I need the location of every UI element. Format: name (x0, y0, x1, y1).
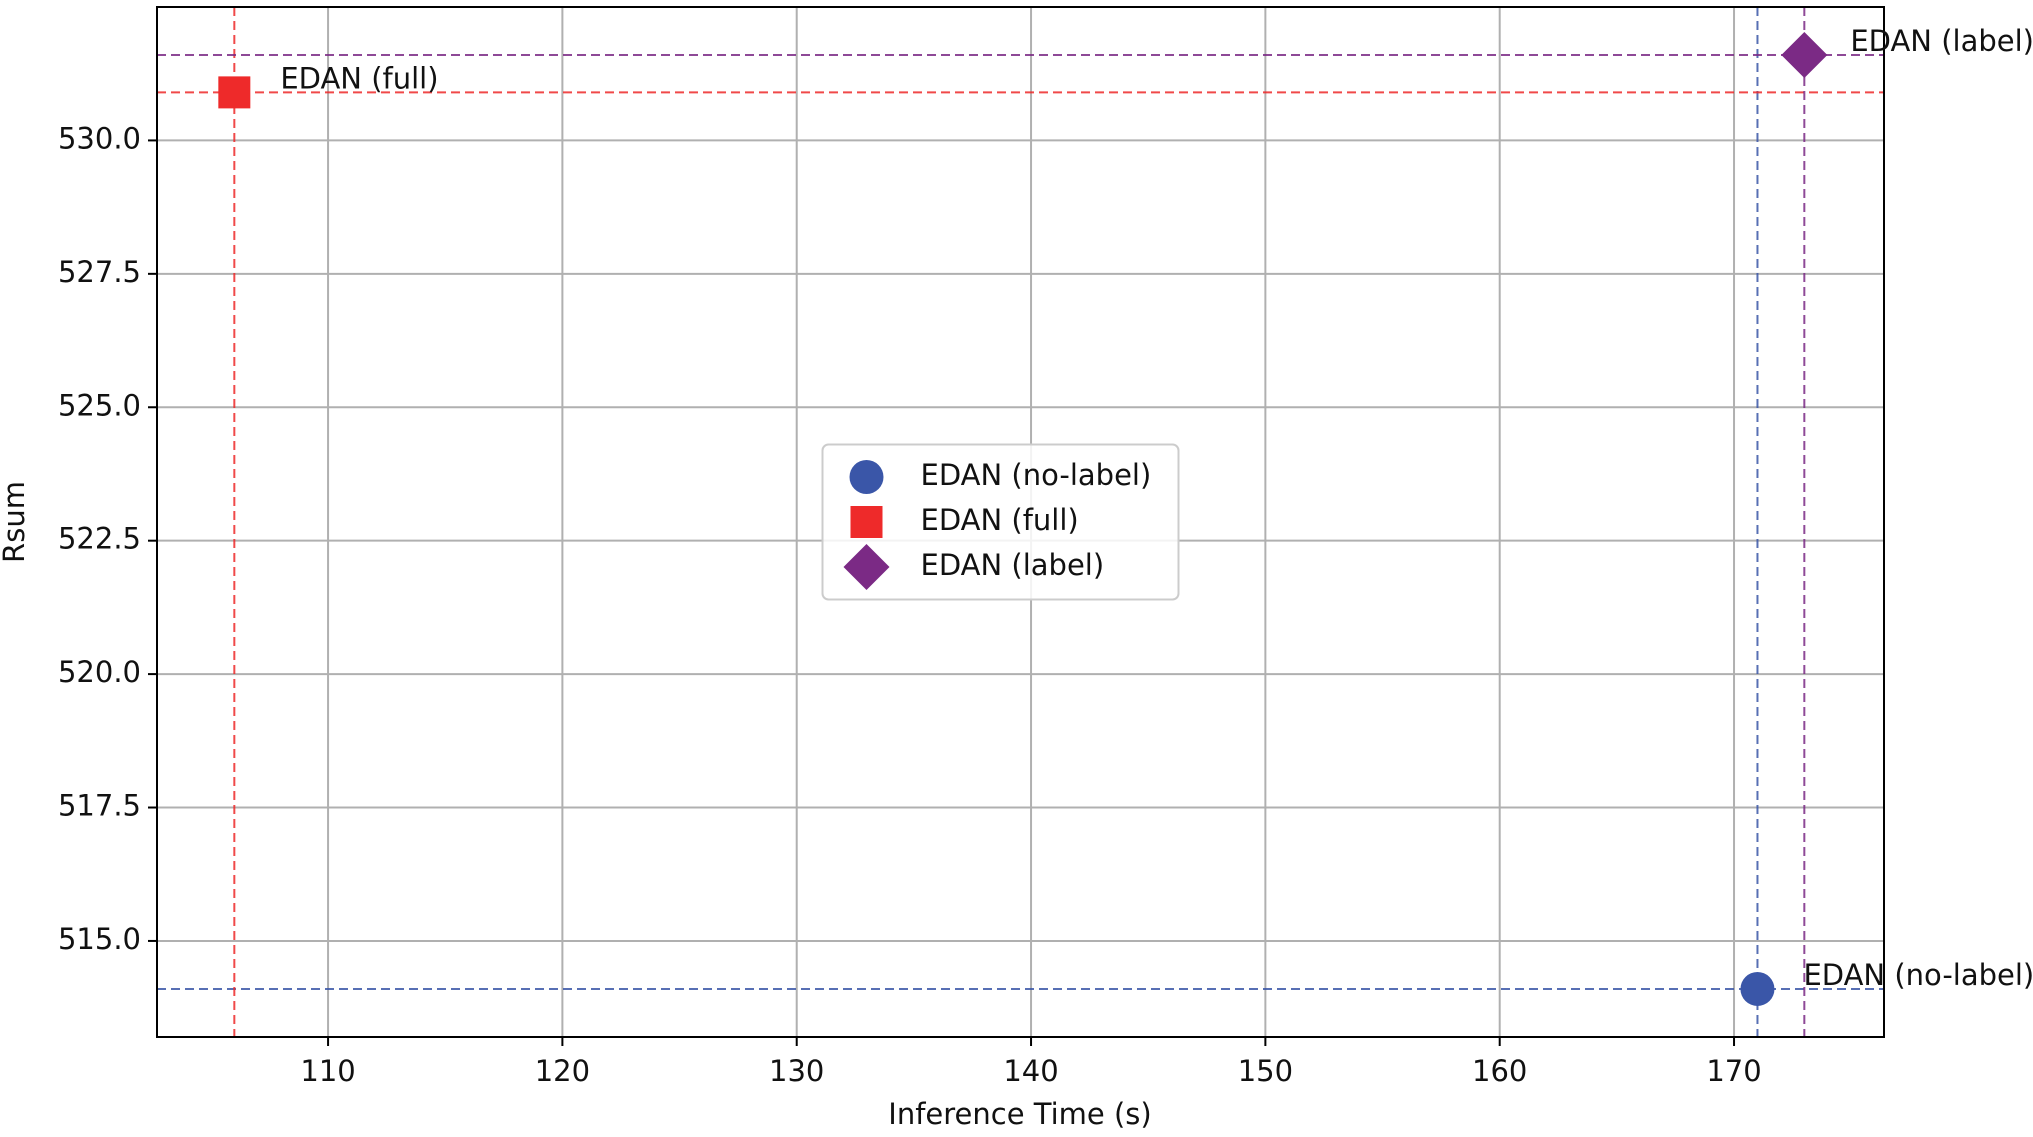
x-tick-label: 130 (769, 1054, 824, 1088)
x-axis-label: Inference Time (s) (888, 1097, 1151, 1131)
point (843, 544, 890, 590)
x-tick-label: 140 (1003, 1054, 1058, 1088)
y-tick-label: 525.0 (58, 388, 141, 422)
y-tick-label: 520.0 (58, 655, 141, 689)
x-tick-label: 110 (300, 1054, 355, 1088)
legend-label: EDAN (label) (921, 548, 1105, 582)
x-tick-label: 150 (1238, 1054, 1293, 1088)
point (1781, 32, 1828, 79)
x-tick-label: 160 (1472, 1054, 1527, 1088)
plot-frame (156, 6, 1885, 1038)
point-annotation: EDAN (full) (280, 61, 438, 95)
point-annotation: EDAN (no-label) (1803, 958, 2033, 992)
y-tick-label: 522.5 (58, 522, 141, 556)
x-tick-label: 170 (1706, 1054, 1761, 1088)
y-axis-label: Rsum (0, 481, 31, 563)
y-tick-label: 527.5 (58, 255, 141, 289)
point (850, 506, 883, 538)
legend: EDAN (no-label) EDAN (full) EDAN (label) (821, 443, 1180, 601)
point (849, 460, 884, 494)
y-tick-label: 515.0 (58, 922, 141, 956)
legend-label: EDAN (no-label) (921, 458, 1152, 492)
legend-label: EDAN (full) (921, 503, 1079, 537)
legend-box (821, 443, 1180, 601)
y-tick-label: 517.5 (58, 789, 141, 823)
y-tick-label: 530.0 (58, 121, 141, 155)
x-tick-label: 120 (535, 1054, 590, 1088)
point-annotation: EDAN (label) (1850, 24, 2033, 58)
point (218, 76, 251, 109)
point (1740, 971, 1775, 1006)
